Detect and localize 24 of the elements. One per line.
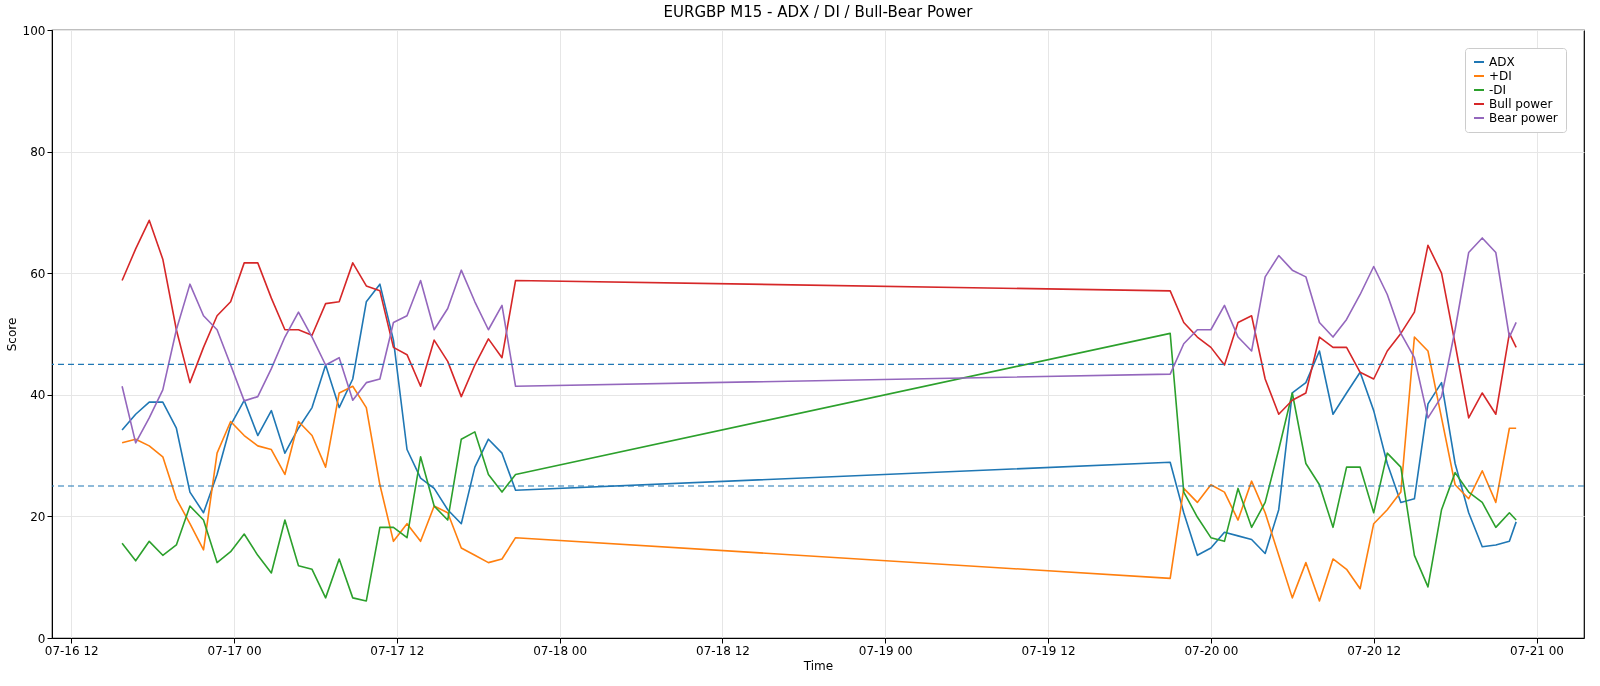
x-tick-label: 07-19 00	[858, 643, 913, 658]
x-tick-label: 07-19 12	[1021, 643, 1076, 658]
x-tick-label: 07-17 00	[207, 643, 262, 658]
chart-title: EURGBP M15 - ADX / DI / Bull-Bear Power	[663, 3, 974, 21]
x-tick-label: 07-17 12	[370, 643, 425, 658]
x-tick-label: 07-21 00	[1510, 643, 1564, 658]
x-tick-label: 07-18 00	[533, 643, 588, 658]
x-tick-label: 07-18 12	[695, 643, 750, 658]
y-axis-title: Score	[4, 317, 19, 352]
x-tick-label: 07-16 12	[44, 643, 99, 658]
legend-label: Bull power	[1489, 97, 1553, 111]
y-tick-label: 40	[30, 388, 46, 403]
y-tick-label: 20	[30, 509, 46, 524]
legend-label: -DI	[1489, 83, 1507, 97]
x-tick-label: 07-20 12	[1347, 643, 1402, 658]
legend-label: ADX	[1489, 55, 1515, 69]
x-tick-label: 07-20 00	[1184, 643, 1239, 658]
y-tick-label: 80	[30, 145, 46, 160]
y-tick-label: 100	[22, 23, 46, 38]
x-axis-title: Time	[802, 658, 834, 673]
legend-label: Bear power	[1489, 111, 1558, 125]
y-tick-label: 0	[37, 631, 46, 646]
legend-label: +DI	[1489, 69, 1512, 83]
y-tick-label: 60	[30, 266, 46, 281]
